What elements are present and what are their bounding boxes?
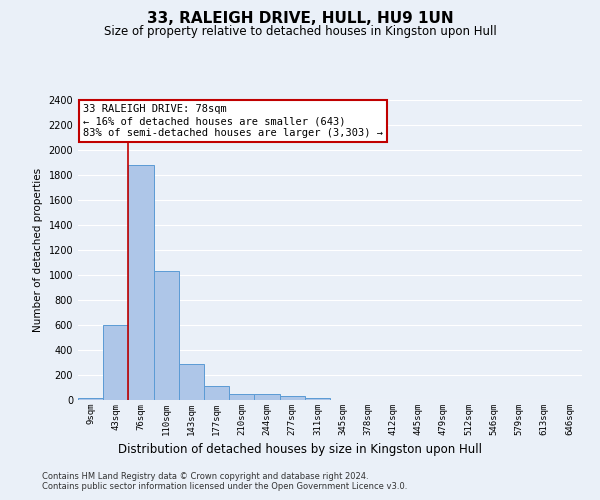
Y-axis label: Number of detached properties: Number of detached properties (33, 168, 43, 332)
Bar (254, 394, 280, 400)
Bar (154, 271, 179, 400)
Bar (128, 165, 154, 400)
Bar (78, 398, 103, 400)
Text: Distribution of detached houses by size in Kingston upon Hull: Distribution of detached houses by size … (118, 442, 482, 456)
Bar (204, 386, 229, 400)
Bar (179, 364, 204, 400)
Text: Contains HM Land Registry data © Crown copyright and database right 2024.: Contains HM Land Registry data © Crown c… (42, 472, 368, 481)
Text: 33, RALEIGH DRIVE, HULL, HU9 1UN: 33, RALEIGH DRIVE, HULL, HU9 1UN (146, 11, 454, 26)
Text: Contains public sector information licensed under the Open Government Licence v3: Contains public sector information licen… (42, 482, 407, 491)
Bar (103, 325, 128, 400)
Bar (280, 396, 305, 400)
Bar (229, 394, 254, 400)
Bar (305, 398, 330, 400)
Text: 33 RALEIGH DRIVE: 78sqm
← 16% of detached houses are smaller (643)
83% of semi-d: 33 RALEIGH DRIVE: 78sqm ← 16% of detache… (83, 104, 383, 138)
Text: Size of property relative to detached houses in Kingston upon Hull: Size of property relative to detached ho… (104, 25, 496, 38)
